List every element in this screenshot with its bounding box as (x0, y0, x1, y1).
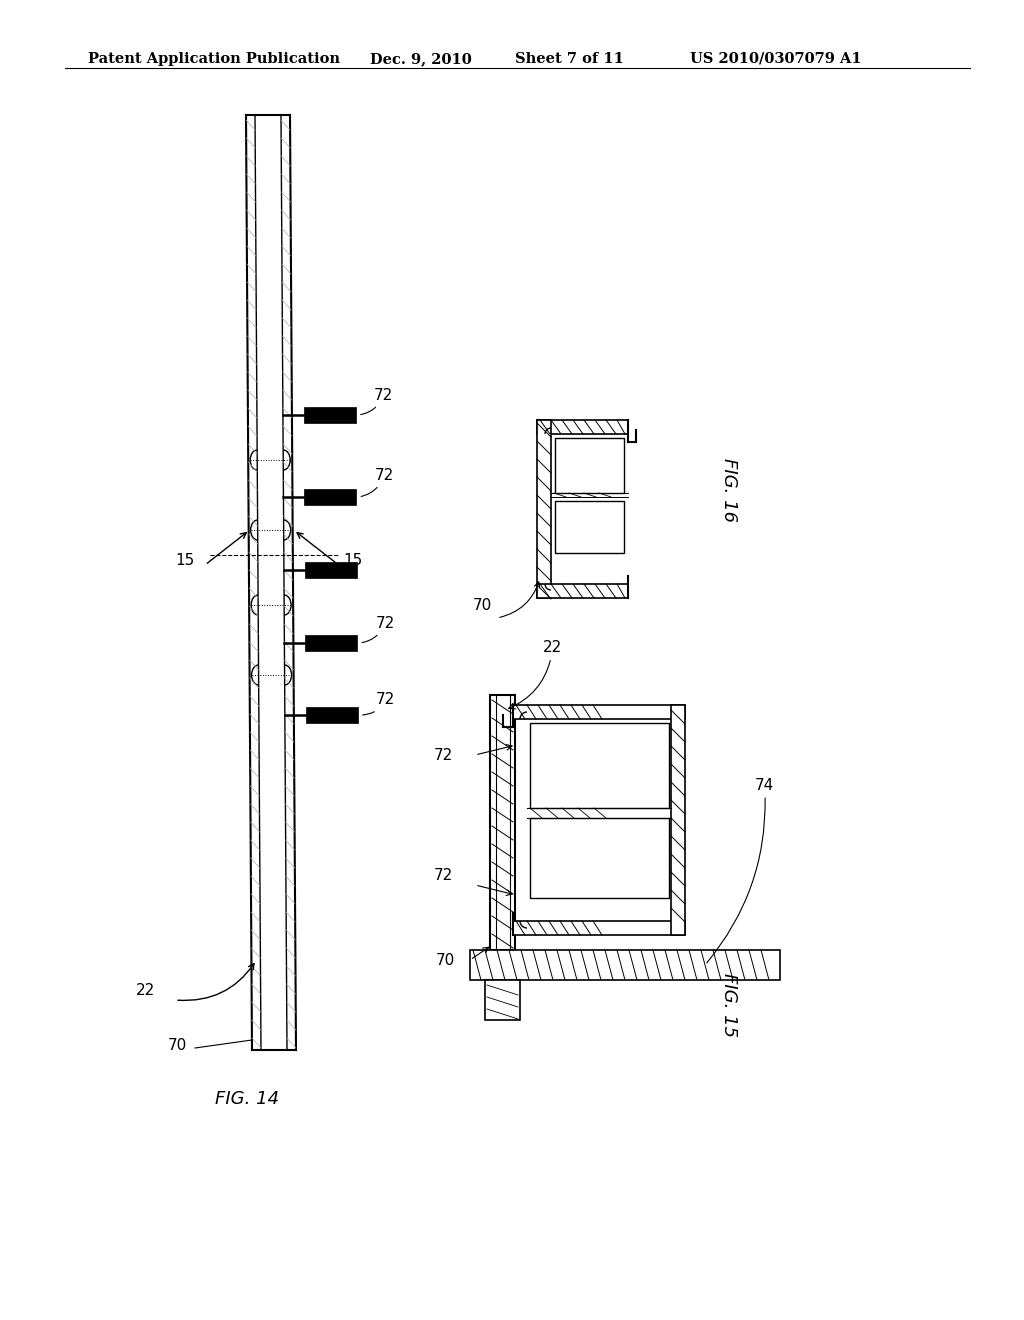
Bar (530, 723, 669, 808)
Bar (305, 562, 357, 578)
Bar (513, 921, 685, 935)
Bar (537, 420, 628, 434)
Bar (306, 708, 357, 723)
Bar (304, 407, 356, 422)
Text: 72: 72 (362, 693, 395, 715)
Text: US 2010/0307079 A1: US 2010/0307079 A1 (690, 51, 861, 66)
Text: 72: 72 (434, 869, 453, 883)
Text: Patent Application Publication: Patent Application Publication (88, 51, 340, 66)
Bar (470, 950, 780, 979)
Text: 74: 74 (707, 777, 774, 962)
Bar (485, 979, 520, 1020)
Text: 22: 22 (509, 640, 562, 709)
Text: 72: 72 (361, 467, 393, 496)
Text: 70: 70 (168, 1038, 187, 1053)
Text: 15: 15 (344, 553, 362, 568)
Text: FIG. 15: FIG. 15 (720, 973, 738, 1038)
Bar (537, 583, 628, 598)
Bar (490, 696, 515, 950)
Bar (555, 502, 624, 553)
Bar (555, 438, 624, 492)
Text: 70: 70 (436, 953, 455, 968)
Bar (671, 705, 685, 935)
Text: 72: 72 (360, 388, 393, 414)
Text: FIG. 14: FIG. 14 (215, 1090, 280, 1107)
Text: 72: 72 (362, 615, 394, 643)
Bar (304, 488, 356, 506)
Text: 70: 70 (473, 598, 492, 612)
Text: 15: 15 (176, 553, 195, 568)
Text: 22: 22 (136, 983, 155, 998)
Bar (537, 420, 551, 598)
Bar (513, 705, 685, 719)
Text: Sheet 7 of 11: Sheet 7 of 11 (515, 51, 624, 66)
Text: Dec. 9, 2010: Dec. 9, 2010 (370, 51, 472, 66)
Text: 72: 72 (434, 748, 453, 763)
Bar (530, 818, 669, 898)
Text: FIG. 16: FIG. 16 (720, 458, 738, 523)
Bar (305, 635, 357, 651)
